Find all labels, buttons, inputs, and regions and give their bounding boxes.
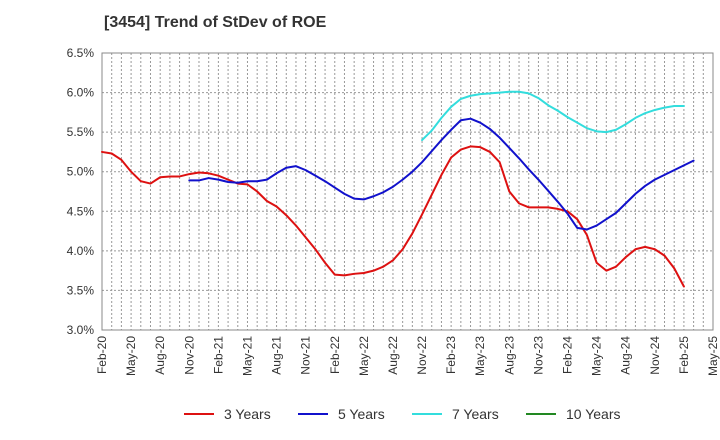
x-tick-label: May-23 [473,336,487,376]
y-tick-label: 6.0% [67,86,95,100]
y-tick-label: 3.0% [67,323,95,337]
x-tick-label: Feb-23 [444,336,458,374]
x-tick-label: Aug-23 [502,336,516,375]
y-tick-label: 6.5% [67,46,95,60]
x-tick-label: Aug-24 [619,336,633,375]
x-tick-label: Aug-22 [386,336,400,375]
y-tick-label: 5.0% [67,165,95,179]
y-tick-label: 5.5% [67,125,95,139]
legend: 3 Years 5 Years 7 Years 10 Years [184,406,621,422]
legend-label: 5 Years [338,406,385,422]
x-tick-label: Feb-20 [95,336,109,374]
legend-label: 10 Years [566,406,621,422]
x-tick-label: May-24 [590,336,604,376]
x-tick-label: Nov-22 [415,336,429,375]
series-line-7-years [421,90,685,142]
legend-label: 7 Years [452,406,499,422]
grid-y [102,92,713,291]
plot-area [102,53,713,330]
x-tick-label: Feb-21 [211,336,225,374]
x-tick-label: Nov-21 [299,336,313,375]
x-tick-label: May-21 [240,336,254,376]
x-tick-label: Nov-23 [531,336,545,375]
plot-frame [101,52,714,331]
y-tick-label: 4.0% [67,244,95,258]
x-tick-label: Feb-22 [328,336,342,374]
x-tick-label: May-22 [357,336,371,376]
y-tick-label: 3.5% [67,283,95,297]
x-tick-label: Feb-25 [677,336,691,374]
x-tick-label: Nov-24 [648,336,662,375]
y-axis-ticks: 3.0% 3.5% 4.0% 4.5% 5.0% 5.5% 6.0% 6.5% [67,46,95,337]
x-tick-label: Aug-20 [153,336,167,375]
x-tick-label: Aug-21 [270,336,284,375]
x-axis-ticks: Feb-20 May-20 Aug-20 Nov-20 Feb-21 May-21 Aug-… [95,336,720,376]
x-tick-label: Nov-20 [182,336,196,375]
series-layer [101,90,695,288]
x-tick-label: Feb-24 [561,336,575,374]
y-tick-label: 4.5% [67,204,95,218]
x-tick-label: May-20 [124,336,138,376]
legend-label: 3 Years [224,406,271,422]
x-tick-label: May-25 [706,336,720,376]
series-line-5-years [188,117,695,231]
series-line-3-years [101,145,685,288]
chart-title: [3454] Trend of StDev of ROE [104,14,327,31]
